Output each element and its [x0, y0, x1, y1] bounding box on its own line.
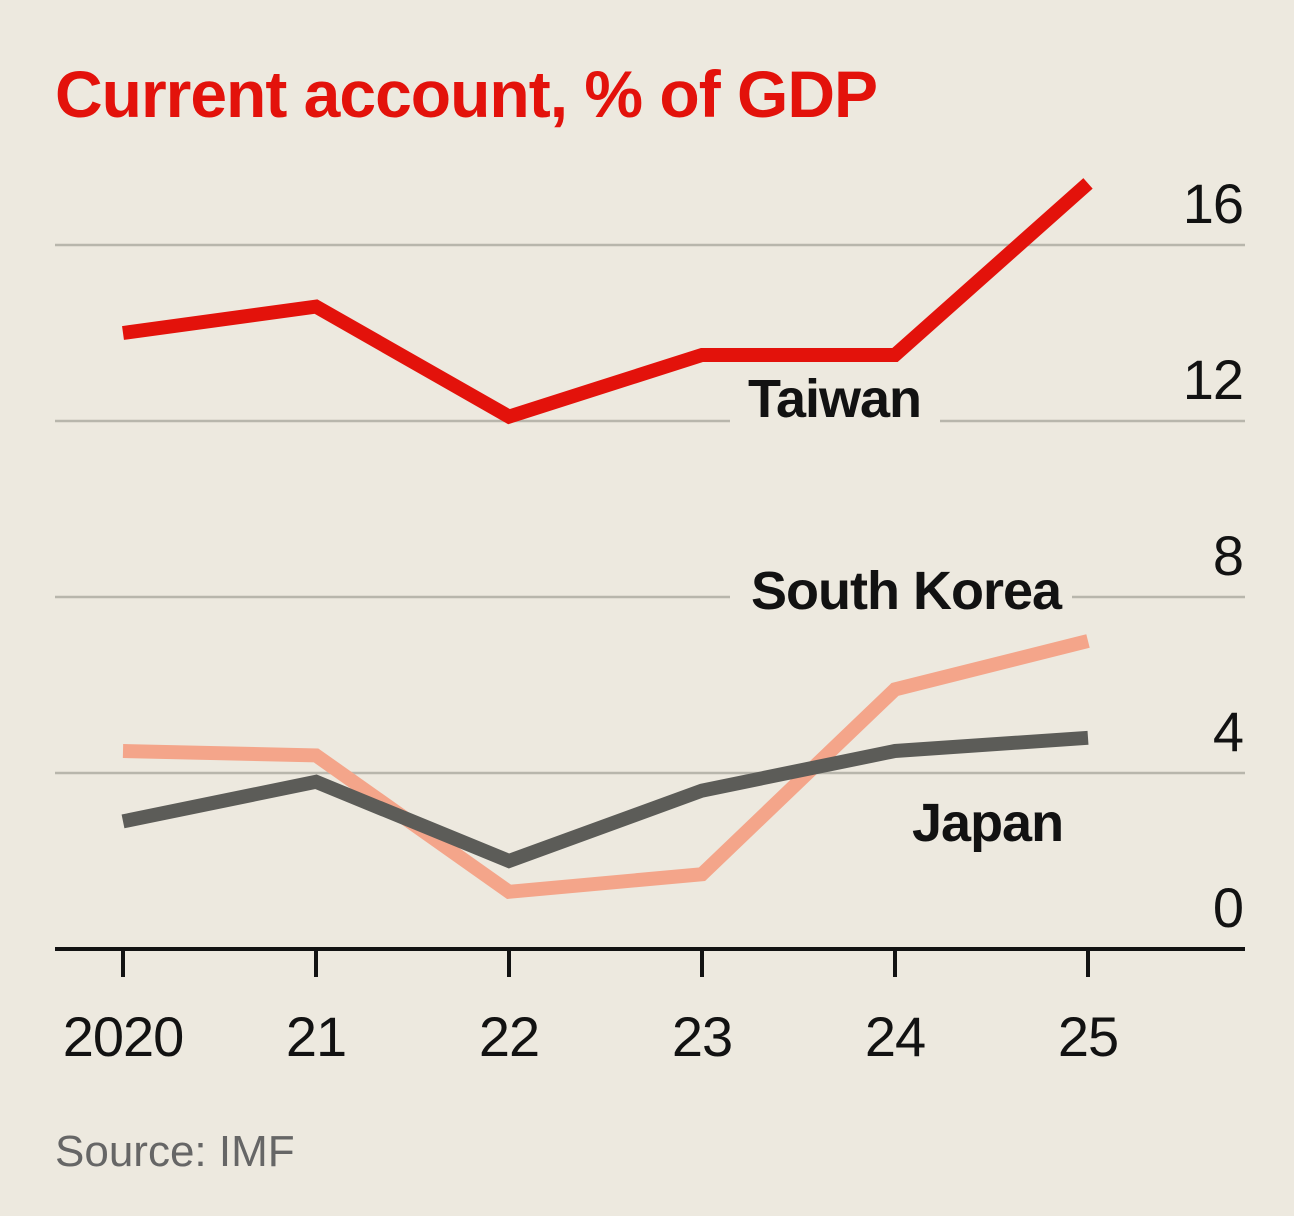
x-tick-label-24: 24 — [865, 1005, 925, 1068]
x-tick-label-21: 21 — [286, 1005, 346, 1068]
series-line-japan — [121, 730, 1089, 869]
y-tick-label-0: 0 — [1213, 876, 1243, 939]
y-tick-label-16: 16 — [1183, 172, 1243, 235]
y-tick-label-12: 12 — [1183, 348, 1243, 411]
series-label-taiwan: Taiwan — [748, 369, 921, 429]
series-lines — [121, 178, 1093, 900]
y-tick-label-4: 4 — [1213, 700, 1243, 763]
x-tick-label-22: 22 — [479, 1005, 539, 1068]
series-line-taiwan — [122, 178, 1093, 425]
x-tick-label-25: 25 — [1058, 1005, 1118, 1068]
series-line-south-korea — [122, 634, 1090, 900]
x-tick-label-23: 23 — [672, 1005, 732, 1068]
series-label-south-korea: South Korea — [751, 561, 1063, 621]
series-labels: Taiwan South Korea Japan — [748, 369, 1064, 853]
gridlines — [55, 243, 1245, 775]
source-note: Source: IMF — [55, 1127, 295, 1176]
y-tick-label-8: 8 — [1213, 524, 1243, 587]
x-tick-label-2020: 2020 — [63, 1005, 184, 1068]
chart-title: Current account, % of GDP — [55, 57, 877, 131]
x-axis-ticks: 2020 21 22 23 24 25 — [63, 949, 1119, 1068]
series-label-japan: Japan — [912, 793, 1063, 853]
y-axis-tick-labels: 0 4 8 12 16 — [1183, 172, 1244, 939]
